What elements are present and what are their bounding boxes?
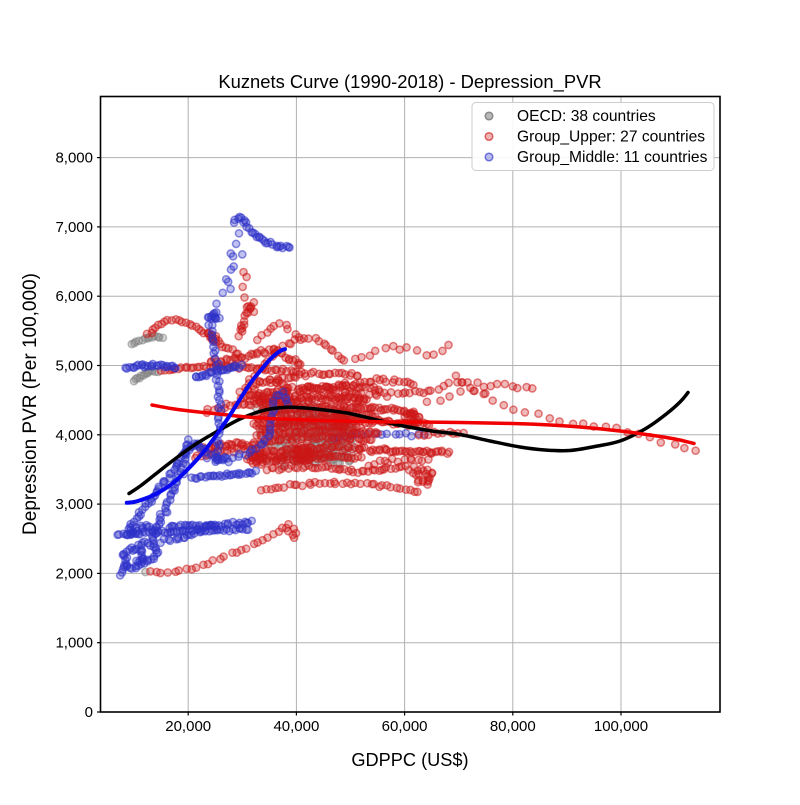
svg-text:5,000: 5,000	[55, 358, 93, 375]
svg-text:OECD: 38 countries: OECD: 38 countries	[517, 108, 656, 125]
svg-text:0: 0	[85, 704, 93, 721]
svg-text:80,000: 80,000	[490, 718, 536, 735]
svg-text:3,000: 3,000	[55, 496, 93, 513]
svg-text:4,000: 4,000	[55, 427, 93, 444]
svg-text:Group_Upper: 27 countries: Group_Upper: 27 countries	[517, 129, 705, 146]
svg-text:100,000: 100,000	[594, 718, 648, 735]
svg-text:8,000: 8,000	[55, 150, 93, 167]
svg-text:Depression PVR (Per 100,000): Depression PVR (Per 100,000)	[20, 273, 41, 535]
svg-text:Group_Middle: 11 countries: Group_Middle: 11 countries	[517, 149, 708, 166]
svg-text:60,000: 60,000	[382, 718, 428, 735]
svg-text:Kuznets Curve (1990-2018) - De: Kuznets Curve (1990-2018) - Depression_P…	[218, 71, 601, 93]
svg-text:7,000: 7,000	[55, 219, 93, 236]
svg-text:1,000: 1,000	[55, 635, 93, 652]
svg-text:6,000: 6,000	[55, 288, 93, 305]
svg-text:GDPPC (US$): GDPPC (US$)	[351, 750, 468, 770]
svg-text:2,000: 2,000	[55, 565, 93, 582]
svg-text:40,000: 40,000	[273, 718, 319, 735]
svg-text:20,000: 20,000	[165, 718, 211, 735]
